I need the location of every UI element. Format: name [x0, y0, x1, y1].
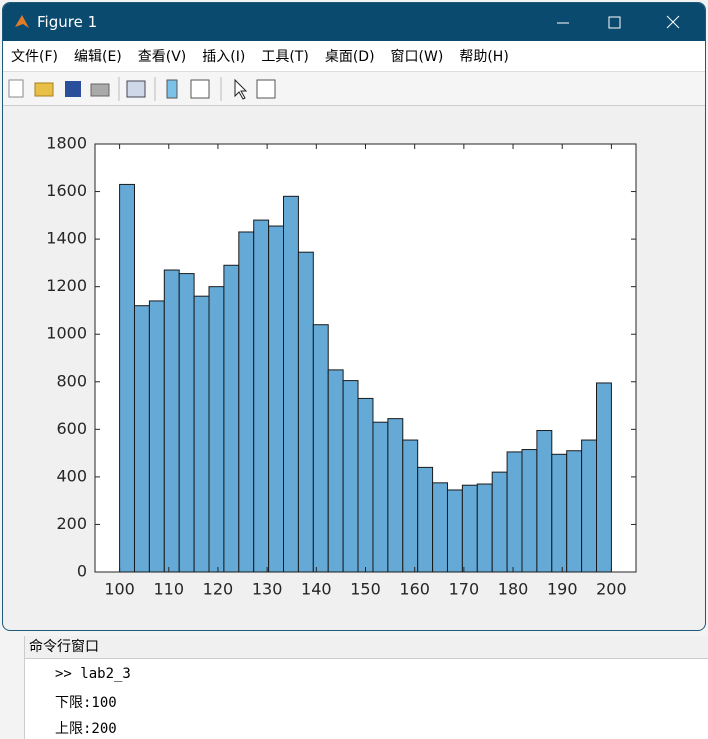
bar	[521, 449, 538, 573]
menu-item[interactable]: 文件(F)	[11, 49, 58, 65]
bar	[342, 380, 359, 573]
y-tick-label: 400	[56, 466, 87, 485]
bar	[536, 430, 553, 573]
bar	[133, 305, 150, 573]
menu-item[interactable]: 编辑(E)	[73, 49, 122, 65]
bar	[178, 273, 195, 573]
command-line: >> lab2_3	[55, 666, 131, 682]
menu-bar: 文件(F) 编辑(E) 查看(V) 插入(I) 工具(T) 桌面(D) 窗口(W) 帮助(H)	[3, 41, 705, 71]
bar	[148, 300, 165, 573]
y-tick-label: 1400	[46, 229, 87, 248]
y-tick-label: 0	[77, 562, 87, 581]
x-tick-label: 160	[399, 580, 430, 599]
bar	[372, 421, 389, 573]
y-tick-label: 1600	[46, 181, 87, 200]
bar	[312, 324, 329, 573]
bar	[208, 286, 225, 573]
bar	[566, 450, 583, 573]
bar	[193, 295, 210, 573]
bar	[119, 183, 135, 573]
x-tick-label: 200	[596, 580, 627, 599]
menu-item[interactable]: 桌面(D)	[324, 49, 375, 65]
y-tick-label: 1800	[46, 134, 87, 153]
bar	[491, 471, 508, 573]
window-controls[interactable]	[543, 3, 705, 41]
x-tick-label: 150	[350, 580, 381, 599]
x-tick-label: 180	[498, 580, 529, 599]
bar	[268, 225, 285, 573]
bar	[163, 269, 180, 573]
bar	[297, 251, 314, 573]
bar	[432, 482, 448, 573]
x-tick-label: 120	[203, 580, 234, 599]
bar	[476, 483, 493, 573]
y-tick-label: 1000	[46, 324, 87, 343]
y-tick-label: 200	[56, 514, 87, 533]
bar	[417, 466, 434, 573]
title-bar: Figure 1	[3, 3, 705, 41]
bar	[446, 489, 463, 573]
bar	[387, 418, 404, 573]
menu-item[interactable]: 帮助(H)	[459, 49, 509, 65]
menu-item[interactable]: 工具(T)	[261, 49, 309, 65]
x-tick-label: 110	[153, 580, 184, 599]
command-line: 上限:200	[55, 721, 117, 737]
bar	[283, 195, 299, 573]
menu-item[interactable]: 窗口(W)	[390, 49, 444, 65]
toolbar-icons[interactable]	[3, 72, 303, 105]
command-window: 命令行窗口 >> lab2_3 下限:100 上限:200	[24, 636, 708, 739]
bar	[461, 484, 478, 573]
command-line: 下限:100	[55, 695, 117, 711]
bar	[327, 369, 344, 573]
y-tick-label: 800	[56, 371, 87, 390]
bar	[581, 439, 598, 573]
bar	[551, 453, 568, 573]
x-tick-label: 100	[104, 580, 135, 599]
bar	[238, 231, 255, 573]
bar	[253, 219, 270, 573]
menu-item[interactable]: 查看(V)	[137, 49, 187, 65]
y-tick-label: 600	[56, 419, 87, 438]
app-icon	[15, 15, 29, 28]
x-tick-label: 170	[449, 580, 480, 599]
toolbar	[3, 71, 705, 106]
y-tick-label: 1200	[46, 276, 87, 295]
histogram-chart: 0 200 400 600 800 1000 1200 1400 1600 1800 100 110 1…	[46, 134, 637, 599]
bar	[402, 439, 419, 573]
x-tick-label: 140	[301, 580, 332, 599]
bar	[223, 264, 240, 573]
bar	[357, 397, 374, 573]
window-title: Figure 1	[37, 13, 98, 31]
menu-item[interactable]: 插入(I)	[202, 49, 246, 65]
command-window-title: 命令行窗口	[25, 636, 708, 659]
bar	[596, 382, 612, 573]
x-tick-label: 190	[547, 580, 578, 599]
bar	[506, 451, 523, 573]
x-tick-label: 130	[252, 580, 283, 599]
